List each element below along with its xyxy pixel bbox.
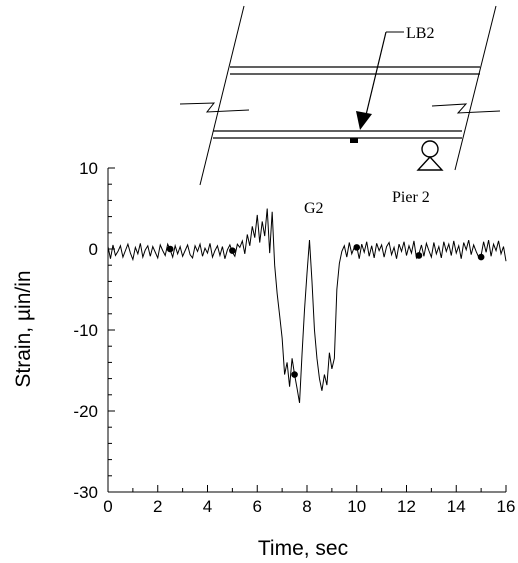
gauge-arrow-head (356, 111, 372, 130)
strain-series-line (107, 208, 507, 403)
skew-line-right (454, 5, 497, 171)
gauge-arrow-shaft (365, 31, 387, 116)
y-ticks (108, 167, 115, 493)
skew-line-left (199, 5, 245, 186)
y-tick-label: -20 (73, 402, 98, 421)
x-tick-label: 14 (447, 497, 466, 516)
y-tick-label: 0 (89, 240, 98, 259)
y-tick-label: -30 (73, 483, 98, 502)
x-tick-label: 16 (497, 497, 516, 516)
x-ticks (107, 485, 507, 492)
break-symbol-left (179, 102, 250, 113)
data-marker-point (415, 252, 423, 259)
pier-bearing-support (416, 155, 444, 171)
girder-label: G2 (304, 200, 324, 217)
y-axis-title: Strain, µin/in (12, 270, 35, 387)
strain-gauge-marker (350, 138, 358, 143)
y-tick-labels: -30 -20 -10 0 10 (73, 159, 98, 502)
x-tick-label: 4 (203, 497, 212, 516)
pier-bearing-roller (421, 140, 439, 158)
x-tick-labels: 0 2 4 6 8 10 12 14 16 (103, 497, 515, 516)
y-tick-label: 10 (79, 159, 98, 178)
x-axis-title: Time, sec (258, 537, 348, 560)
bridge-schematic (179, 5, 501, 186)
pier-label: Pier 2 (392, 189, 430, 206)
x-tick-label: 0 (103, 497, 112, 516)
y-tick-label: -10 (73, 321, 98, 340)
x-tick-label: 12 (397, 497, 416, 516)
data-marker-point (353, 244, 361, 251)
gauge-label: LB2 (406, 25, 434, 42)
data-marker-point (166, 245, 174, 253)
data-marker-point (477, 253, 485, 261)
x-tick-label: 2 (153, 497, 162, 516)
data-marker-point (291, 371, 298, 378)
data-markers (166, 244, 485, 378)
x-tick-label: 8 (302, 497, 311, 516)
x-tick-label: 10 (347, 497, 366, 516)
data-marker-point (229, 247, 236, 254)
break-symbol-right (431, 103, 501, 114)
x-tick-label: 6 (253, 497, 262, 516)
